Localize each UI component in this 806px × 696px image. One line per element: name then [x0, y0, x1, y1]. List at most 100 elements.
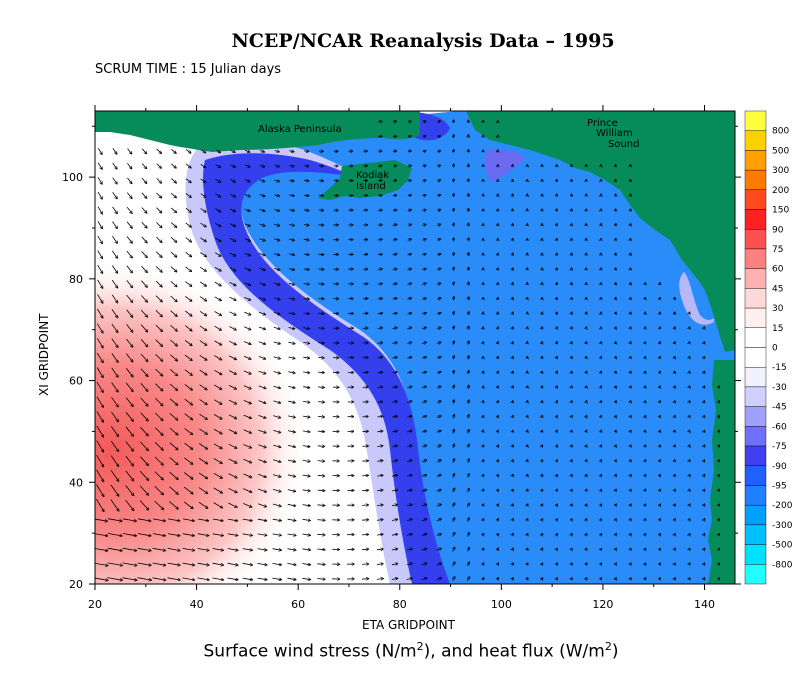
wind-vector	[674, 342, 675, 344]
wind-vector	[436, 563, 441, 565]
wind-vector	[468, 282, 469, 286]
wind-vector	[630, 578, 631, 580]
wind-vector	[586, 563, 587, 565]
wind-vector	[630, 342, 631, 344]
wind-vector	[527, 504, 528, 506]
wind-vector	[497, 490, 498, 492]
wind-vector	[140, 309, 147, 317]
wind-vector	[137, 577, 152, 580]
wind-vector	[185, 251, 192, 256]
warm-flux-region	[95, 260, 310, 584]
wind-vector	[377, 505, 383, 506]
wind-vector	[199, 413, 207, 419]
wind-vector	[704, 386, 705, 388]
wind-vector	[287, 549, 296, 550]
wind-vector	[542, 401, 543, 403]
wind-vector	[184, 339, 192, 345]
colorbar-label: -45	[772, 403, 787, 413]
wind-vector	[468, 474, 470, 478]
wind-vector	[198, 443, 207, 449]
wind-vector	[437, 165, 441, 166]
wind-vector	[615, 372, 616, 374]
wind-vector	[288, 372, 294, 373]
wind-vector	[107, 547, 122, 551]
wind-vector	[169, 368, 177, 375]
wind-vector	[229, 267, 236, 271]
wind-vector	[199, 369, 207, 375]
wind-vector	[111, 309, 118, 317]
wind-vector	[689, 342, 690, 344]
wind-vector	[258, 473, 266, 477]
wind-vector	[273, 444, 280, 447]
wind-vector	[468, 327, 469, 330]
wind-vector	[376, 549, 383, 550]
wind-vector	[184, 384, 192, 390]
wind-vector	[527, 563, 528, 565]
wind-vector	[392, 254, 397, 255]
wind-vector	[213, 458, 222, 464]
wind-vector	[704, 445, 705, 447]
wind-vector	[184, 457, 192, 464]
wind-vector	[512, 563, 513, 565]
wind-vector	[289, 210, 294, 211]
wind-vector	[167, 518, 180, 521]
wind-vector	[674, 327, 675, 329]
cooling-band-core	[203, 153, 450, 584]
wind-vector	[154, 471, 163, 480]
wind-vector	[436, 328, 441, 329]
wind-vector	[392, 298, 397, 299]
wind-vector	[258, 429, 265, 433]
southeast-coast-land	[708, 360, 735, 584]
wind-vector	[303, 195, 309, 196]
wind-vector	[630, 563, 631, 565]
wind-vector	[170, 354, 177, 361]
wind-vector	[288, 416, 295, 418]
wind-vector	[392, 328, 397, 329]
wind-vector	[660, 372, 661, 374]
wind-vector	[422, 298, 426, 299]
wind-vector	[586, 431, 587, 433]
wind-vector	[659, 519, 660, 521]
wind-vector	[140, 383, 148, 391]
wind-vector	[601, 504, 602, 506]
wind-vector	[141, 192, 147, 198]
wind-vector	[125, 441, 133, 451]
wind-vector	[96, 367, 103, 378]
wind-vector	[259, 282, 265, 285]
wind-vector	[468, 356, 469, 360]
colorbar-label: -30	[772, 383, 787, 393]
wind-vector	[645, 342, 646, 344]
wind-vector	[586, 445, 587, 447]
wind-vector	[615, 357, 616, 359]
wind-vector	[421, 431, 426, 432]
wind-vector	[557, 327, 558, 329]
wind-vector	[512, 416, 513, 418]
wind-vector	[244, 179, 250, 182]
wind-vector	[215, 164, 221, 168]
wind-vector	[199, 354, 207, 360]
wind-vector	[156, 163, 161, 168]
wind-vector	[228, 429, 237, 434]
wind-vector	[125, 397, 133, 407]
wind-vector	[467, 518, 469, 522]
wind-vector	[542, 504, 543, 506]
wind-vector	[200, 163, 206, 167]
caption-part-2: ), and heat flux (W/m	[423, 641, 605, 662]
wind-vector	[453, 533, 455, 537]
wind-vector	[483, 386, 484, 388]
wind-vector	[498, 386, 499, 388]
y-tick-label: 40	[69, 476, 83, 489]
wind-vector	[170, 280, 177, 286]
wind-vector	[527, 549, 528, 551]
wind-vector	[556, 534, 557, 536]
caption-exponent-2: 2	[604, 640, 612, 653]
wind-vector	[586, 549, 587, 551]
wind-vector	[125, 455, 134, 466]
wind-vector	[421, 519, 427, 521]
wind-vector	[184, 354, 192, 360]
wind-vector	[243, 488, 251, 493]
wind-vector	[227, 562, 238, 565]
wind-vector	[556, 504, 557, 506]
wind-vector	[244, 252, 251, 255]
wind-vector	[97, 294, 103, 303]
